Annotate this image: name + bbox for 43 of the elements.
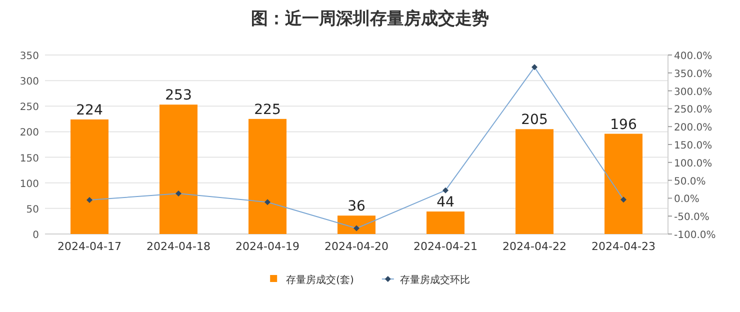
y2-tick-label: 150.0% xyxy=(674,140,712,152)
x-tick-label: 2024-04-20 xyxy=(324,240,388,253)
y-tick-label: 0 xyxy=(32,230,39,241)
x-tick-label: 2024-04-21 xyxy=(414,240,478,253)
y2-tick-label: 100.0% xyxy=(674,158,712,170)
y-tick-label: 50 xyxy=(26,204,39,216)
y-tick-label: 150 xyxy=(20,153,39,164)
y-tick-label: 200 xyxy=(20,128,39,139)
bar xyxy=(70,119,108,234)
x-tick-label: 2024-04-22 xyxy=(502,240,566,253)
y-tick-label: 250 xyxy=(20,102,39,114)
data-label: 205 xyxy=(521,112,548,128)
bar xyxy=(426,211,464,234)
bar xyxy=(248,118,286,234)
y2-tick-label: 400.0% xyxy=(674,51,712,62)
y2-tick-label: -50.0% xyxy=(674,212,710,224)
bar xyxy=(516,129,554,234)
bar xyxy=(338,216,376,234)
y2-tick-label: 50.0% xyxy=(674,176,706,188)
y-tick-label: 300 xyxy=(20,76,39,88)
y2-tick-label: 300.0% xyxy=(674,86,712,98)
x-tick-label: 2024-04-19 xyxy=(236,240,300,253)
x-tick-label: 2024-04-23 xyxy=(592,240,656,253)
y2-tick-label: 0.0% xyxy=(674,194,700,206)
bar xyxy=(604,134,642,234)
y2-tick-label: 250.0% xyxy=(674,104,712,116)
y-tick-label: 100 xyxy=(20,178,39,190)
data-label: 224 xyxy=(76,102,103,118)
y-tick-label: 350 xyxy=(20,51,39,62)
chart-title: 图：近一周深圳存量房成交走势 xyxy=(251,9,489,29)
bar xyxy=(160,104,198,234)
legend-label: 存量房成交(套) xyxy=(286,274,354,286)
legend-label: 存量房成交环比 xyxy=(400,274,470,286)
y2-tick-label: -100.0% xyxy=(674,230,716,241)
data-label: 225 xyxy=(254,102,281,118)
x-tick-label: 2024-04-17 xyxy=(58,240,122,253)
data-label: 253 xyxy=(165,88,192,104)
y2-tick-label: 200.0% xyxy=(674,122,712,134)
y2-tick-label: 350.0% xyxy=(674,68,712,80)
data-label: 36 xyxy=(348,198,366,215)
x-tick-label: 2024-04-18 xyxy=(146,240,210,253)
data-label: 44 xyxy=(436,194,454,210)
data-label: 196 xyxy=(610,116,637,133)
